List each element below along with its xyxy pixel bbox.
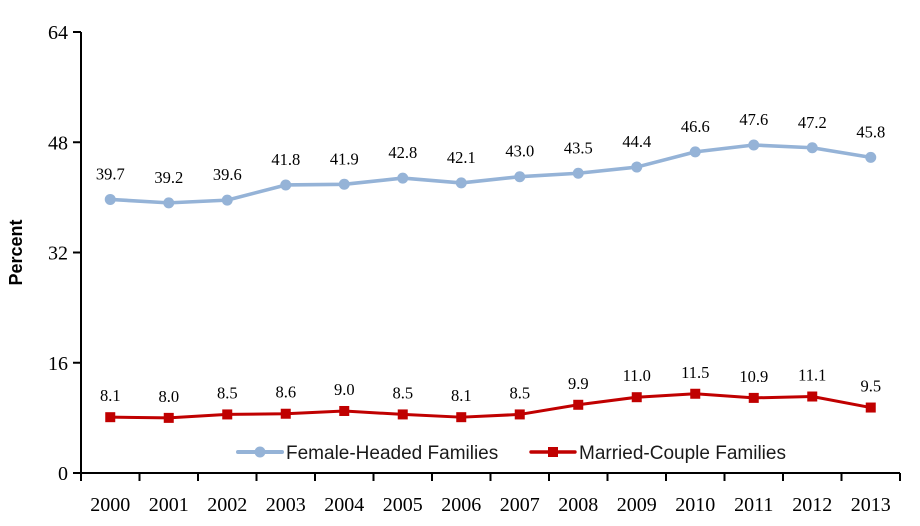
x-tick-label: 2006 [441,494,481,516]
x-tick-label: 2001 [149,494,189,516]
legend-label-1: Married-Couple Families [579,443,786,464]
data-point-marker [163,197,175,209]
x-tick-label: 2000 [90,494,130,516]
data-point-marker [397,409,408,420]
data-point-marker [572,167,584,179]
data-point-marker [807,391,818,402]
legend-label-0: Female-Headed Families [286,443,498,464]
data-point-marker [514,171,526,183]
data-point-label: 47.6 [739,110,768,129]
x-tick-label: 2009 [617,494,657,516]
data-point-marker [222,409,233,420]
data-point-label: 39.7 [96,164,125,183]
legend-square-marker-icon [548,447,558,457]
data-point-marker [865,151,877,163]
legend-circle-marker-icon [254,446,266,458]
y-tick-label: 16 [48,353,68,375]
data-point-marker [748,392,759,403]
data-point-label: 45.8 [856,122,885,141]
data-point-marker [865,402,876,413]
data-point-label: 9.5 [860,377,881,396]
x-tick-label: 2005 [383,494,423,516]
data-point-marker [806,142,818,154]
data-point-label: 8.5 [217,383,238,402]
data-point-label: 43.0 [505,142,534,161]
x-tick-label: 2004 [324,494,364,516]
data-point-marker [631,392,642,403]
data-point-marker [280,408,291,419]
data-point-label: 8.0 [158,387,179,406]
data-point-marker [455,177,467,189]
data-point-label: 46.6 [681,117,710,136]
y-tick-label: 32 [48,243,68,265]
data-point-label: 8.5 [509,383,530,402]
x-tick-label: 2010 [675,494,715,516]
x-tick-label: 2008 [558,494,598,516]
data-point-marker [163,412,174,423]
x-tick-label: 2013 [851,494,891,516]
data-point-label: 43.5 [564,138,593,157]
x-tick-label: 2011 [734,494,773,516]
data-point-marker [748,139,760,151]
data-point-marker [689,146,701,158]
data-point-marker [221,194,233,206]
data-point-marker [105,412,116,423]
data-point-marker [397,172,409,184]
data-point-label: 10.9 [739,367,768,386]
y-tick-label: 0 [58,463,68,485]
data-point-label: 11.5 [681,363,709,382]
data-point-label: 9.0 [334,380,355,399]
data-point-marker [338,178,350,190]
y-tick-label: 48 [48,132,68,154]
data-point-label: 42.1 [447,148,476,167]
data-point-label: 41.8 [271,150,300,169]
data-point-marker [631,161,643,173]
data-point-marker [690,388,701,399]
data-point-label: 8.5 [392,383,413,402]
data-point-label: 47.2 [798,113,827,132]
data-point-label: 9.9 [568,374,589,393]
data-point-marker [104,193,116,205]
data-point-marker [514,409,525,420]
data-point-marker [456,412,467,423]
x-tick-label: 2007 [500,494,540,516]
x-tick-label: 2003 [266,494,306,516]
data-point-label: 39.2 [154,168,183,187]
data-point-label: 8.6 [275,383,296,402]
data-point-label: 42.8 [388,143,417,162]
series-line-0 [108,143,873,205]
data-point-label: 39.6 [213,165,242,184]
data-point-marker [339,405,350,416]
series-line-1 [108,392,873,420]
data-point-marker [280,179,292,191]
data-point-marker [573,399,584,410]
data-point-label: 44.4 [622,132,651,151]
data-point-label: 8.1 [451,386,472,405]
data-point-label: 11.0 [623,366,651,385]
data-point-label: 8.1 [100,386,121,405]
x-tick-label: 2002 [207,494,247,516]
x-tick-label: 2012 [792,494,832,516]
y-axis-title: Percent [6,219,26,285]
y-tick-label: 64 [48,22,68,44]
data-point-label: 41.9 [330,149,359,168]
data-point-label: 11.1 [798,366,826,385]
